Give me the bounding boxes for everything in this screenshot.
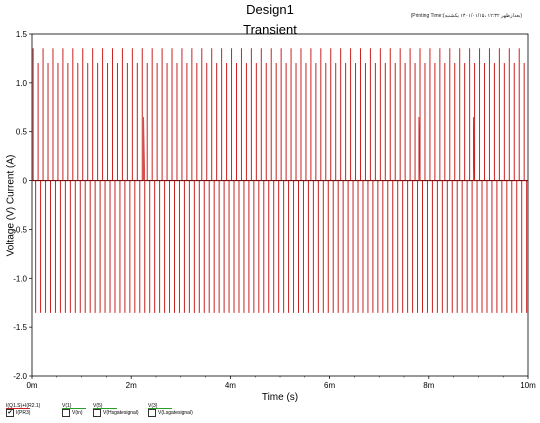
legend-series-name: I(Q1.S)+I(R2.1) — [6, 403, 41, 409]
legend-checkbox[interactable] — [62, 409, 70, 417]
legend-probe-label: V(in) — [72, 410, 83, 416]
y-tick-label: -1.0 — [13, 274, 27, 283]
y-tick-label: 1.5 — [16, 30, 28, 39]
x-tick-label: 6m — [324, 381, 335, 390]
legend-swatch — [62, 408, 86, 409]
legend-row: V(Hsgatesignal) — [93, 409, 139, 417]
series-peak — [418, 117, 421, 181]
legend-checkbox[interactable]: ✔ — [6, 409, 14, 417]
x-tick-label: 8m — [423, 381, 434, 390]
legend-series-name: V(5) — [93, 403, 103, 409]
legend-probe-label: V(Hsgatesignal) — [103, 410, 139, 416]
legend-row: V(Lsgatesignal) — [148, 409, 193, 417]
x-tick-label: 4m — [225, 381, 236, 390]
legend-item[interactable]: I(Q1.S)+I(R2.1) ✔ I(PR3) — [6, 403, 40, 417]
legend-probe-label: V(Lsgatesignal) — [158, 410, 193, 416]
x-axis-label: Time (s) — [261, 392, 299, 403]
y-tick-label: -2.0 — [13, 372, 27, 381]
legend-row: V(in) — [62, 409, 86, 417]
legend-probe-label: I(PR3) — [16, 410, 31, 416]
x-tick-label: 10m — [520, 381, 536, 390]
y-tick-label: -0.5 — [13, 225, 27, 234]
window-title: Design1 — [246, 2, 294, 17]
y-axis-label: Voltage (V) Current (A) — [5, 154, 17, 257]
y-tick-label: -1.5 — [13, 323, 27, 332]
series-peak — [143, 117, 145, 181]
legend-series-name: V(3) — [148, 403, 158, 409]
y-tick-label: 0.5 — [16, 128, 28, 137]
y-tick-label: 0 — [23, 177, 28, 186]
printing-timestamp: (Printing Time:(بعدازظهر ۱۲:۳۲ ،۱۴۰۱/۰۱/… — [410, 13, 522, 19]
legend-series-name: V(1) — [62, 403, 72, 409]
legend-swatch — [93, 408, 117, 409]
legend-item[interactable]: V(5) V(Hsgatesignal) — [93, 403, 139, 417]
legend-checkbox[interactable] — [148, 409, 156, 417]
legend-swatch — [148, 408, 172, 409]
plot-frame — [31, 33, 529, 377]
legend-item[interactable]: V(3) V(Lsgatesignal) — [148, 403, 193, 417]
x-tick-label: 2m — [126, 381, 137, 390]
x-tick-label: 0m — [26, 381, 37, 390]
legend-row: ✔ I(PR3) — [6, 409, 40, 417]
legend-swatch — [6, 408, 30, 409]
y-tick-label: 1.0 — [16, 79, 28, 88]
series-peak — [473, 117, 475, 181]
legend-checkbox[interactable] — [93, 409, 101, 417]
legend-item[interactable]: V(1) V(in) — [62, 403, 86, 417]
analysis-subtitle: Transient — [243, 22, 297, 37]
